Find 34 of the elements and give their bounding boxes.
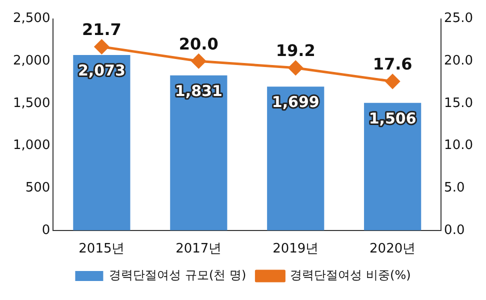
- x-tick-label: 2019년: [272, 242, 319, 257]
- y2-tick-label: 5.0: [444, 180, 465, 196]
- point: [94, 39, 109, 54]
- point: [288, 60, 303, 76]
- bar: [267, 86, 324, 230]
- legend-label: 경력단절여성 규모(천 명): [109, 268, 246, 282]
- x-tick-label: 2017년: [176, 242, 222, 257]
- bar: [364, 102, 422, 230]
- data-label: 17.6: [372, 54, 412, 74]
- bar: [73, 54, 130, 230]
- y-tick-label: 2,000: [13, 53, 50, 68]
- y2-tick-label: 15.0: [444, 96, 474, 111]
- point: [191, 54, 206, 68]
- data-label: 1,699: [272, 92, 320, 111]
- data-label: 2,073: [78, 61, 126, 80]
- y2-tick-label: 25.0: [444, 11, 474, 26]
- data-label: 1,831: [174, 82, 222, 100]
- y2-tick-label: 10.0: [444, 138, 474, 154]
- y2-tick-label: 20.0: [444, 53, 474, 68]
- y-tick-label: 2,500: [13, 11, 50, 26]
- y-tick-label: 500: [25, 180, 50, 196]
- y-tick-label: 1,500: [13, 96, 50, 111]
- y-tick-label: 1,000: [13, 138, 50, 154]
- x-tick-label: 2020년: [370, 242, 416, 257]
- y-tick-label: 0: [42, 222, 50, 238]
- legend-label: 경력단절여성 비중(%): [290, 268, 411, 282]
- y2-tick-label: 0.0: [444, 222, 465, 238]
- data-label: 20.0: [178, 34, 218, 54]
- bar: [170, 75, 228, 230]
- x-tick-label: 2015년: [78, 242, 125, 257]
- point: [385, 74, 400, 89]
- data-label: 19.2: [276, 41, 316, 60]
- data-label: 21.7: [82, 20, 122, 39]
- data-label: 1,506: [368, 109, 416, 128]
